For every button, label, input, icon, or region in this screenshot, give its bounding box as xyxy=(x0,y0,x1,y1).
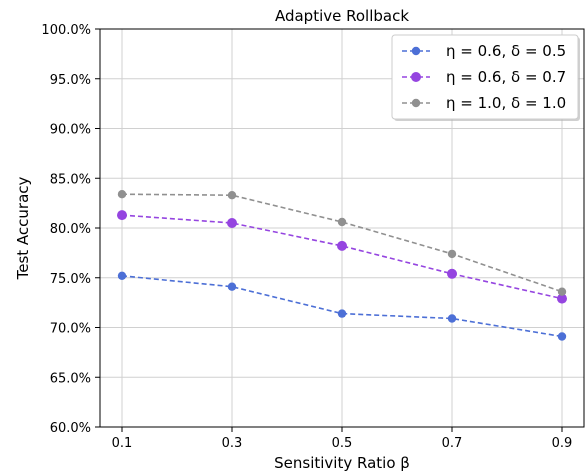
legend-marker xyxy=(411,72,421,82)
tick-layer: 60.0% 65.0% 70.0% 75.0% 80.0% 85.0% 90.0% 95.0%… xyxy=(41,23,572,451)
legend-marker xyxy=(411,46,421,56)
chart-title: Adaptive Rollback xyxy=(275,7,409,25)
x-tick-label: 0.5 xyxy=(332,436,353,451)
series-layer xyxy=(117,190,567,341)
x-tick-label: 0.1 xyxy=(112,436,133,451)
data-point xyxy=(117,210,127,221)
legend-marker xyxy=(411,98,421,108)
x-tick-label: 0.9 xyxy=(552,436,573,451)
y-axis-label: Test Accuracy xyxy=(14,176,32,280)
y-tick-label: 70.0% xyxy=(50,322,91,337)
data-point xyxy=(117,190,127,199)
y-tick-label: 75.0% xyxy=(50,272,91,287)
data-point xyxy=(557,293,567,304)
data-point xyxy=(447,268,457,279)
x-axis-label: Sensitivity Ratio β xyxy=(274,454,410,471)
grid-layer xyxy=(100,28,584,428)
y-tick-label: 100.0% xyxy=(41,23,91,38)
data-point xyxy=(337,217,347,227)
legend-label: η = 0.6, δ = 0.7 xyxy=(446,68,566,86)
x-tick-label: 0.3 xyxy=(222,436,243,451)
y-tick-label: 65.0% xyxy=(50,371,91,386)
data-point xyxy=(557,332,567,341)
y-tick-label: 85.0% xyxy=(50,172,91,187)
data-point xyxy=(227,282,237,291)
series-line xyxy=(121,193,563,293)
data-point xyxy=(337,240,347,251)
data-point xyxy=(227,218,237,228)
data-point xyxy=(447,314,457,323)
y-tick-label: 95.0% xyxy=(50,73,91,88)
data-point xyxy=(337,309,347,318)
x-tick-label: 0.7 xyxy=(442,436,463,451)
y-tick-label: 90.0% xyxy=(50,123,91,138)
legend-label: η = 0.6, δ = 0.5 xyxy=(446,42,566,60)
y-tick-label: 80.0% xyxy=(50,222,91,237)
data-point xyxy=(227,191,237,200)
series-line xyxy=(121,214,563,300)
data-point xyxy=(557,287,567,296)
data-point xyxy=(447,249,457,259)
y-tick-label: 60.0% xyxy=(50,421,91,436)
data-point xyxy=(117,271,127,280)
legend-box xyxy=(391,34,579,120)
series-line xyxy=(121,275,563,338)
legend: η = 0.6, δ = 0.5 η = 0.6, δ = 0.7 η = 1.0,… xyxy=(391,34,580,121)
legend-label: η = 1.0, δ = 1.0 xyxy=(446,94,566,112)
